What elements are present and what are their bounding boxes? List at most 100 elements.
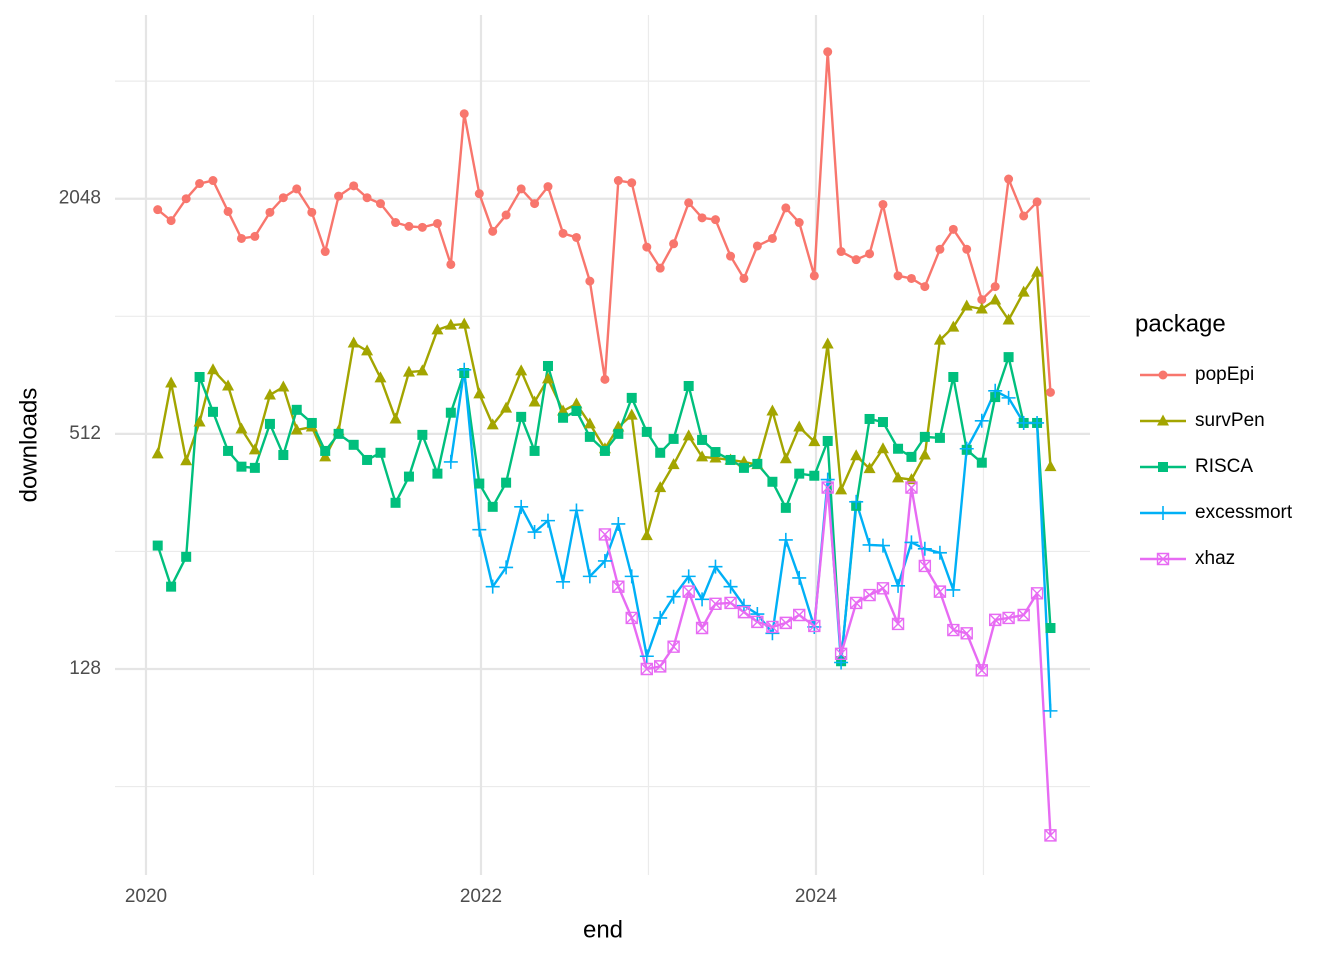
point: [752, 458, 763, 469]
point: [739, 273, 749, 283]
point: [850, 449, 863, 461]
point: [710, 447, 721, 458]
point: [639, 649, 654, 664]
point: [235, 422, 248, 434]
point: [417, 222, 427, 232]
point: [920, 282, 930, 292]
point: [793, 608, 806, 622]
point: [599, 445, 610, 456]
legend-label: RISCA: [1195, 456, 1253, 477]
point: [835, 483, 848, 495]
point: [583, 417, 596, 429]
point: [724, 596, 737, 610]
point: [851, 255, 861, 265]
point: [779, 616, 793, 630]
point: [1045, 387, 1055, 397]
point: [1030, 587, 1044, 600]
point: [1001, 390, 1016, 405]
point: [223, 445, 234, 456]
point: [977, 295, 987, 305]
point: [166, 216, 176, 226]
point: [988, 613, 1002, 627]
y-tick-label: 2048: [59, 188, 101, 209]
point: [1019, 211, 1029, 221]
point: [151, 447, 164, 459]
point: [153, 205, 163, 215]
point: [613, 428, 624, 439]
point: [165, 376, 178, 388]
point: [223, 206, 233, 216]
point: [374, 371, 387, 383]
point: [611, 516, 626, 531]
point: [514, 499, 529, 514]
point: [697, 213, 707, 223]
point: [307, 207, 317, 217]
point: [613, 176, 623, 186]
point: [891, 578, 906, 593]
point: [667, 458, 680, 470]
point: [696, 450, 709, 462]
point: [752, 241, 762, 251]
point: [600, 374, 610, 384]
point: [488, 226, 498, 236]
point: [947, 320, 960, 332]
point: [195, 179, 205, 189]
point: [1043, 703, 1058, 718]
point: [766, 404, 779, 416]
point: [529, 445, 540, 456]
point: [446, 259, 456, 269]
point: [540, 513, 555, 528]
point: [472, 522, 487, 537]
point: [654, 481, 667, 493]
point: [457, 362, 472, 377]
layer: 128 512 2048 2020 2022 2024: [59, 188, 838, 907]
point: [403, 471, 414, 482]
point: [793, 420, 806, 432]
point: [528, 395, 541, 407]
point: [725, 454, 736, 465]
point: [487, 501, 498, 512]
point: [641, 426, 652, 437]
point: [432, 218, 442, 228]
point: [431, 323, 444, 335]
point: [976, 457, 987, 468]
point: [263, 388, 276, 400]
point: [935, 244, 945, 254]
point: [1031, 265, 1044, 277]
point: [666, 589, 681, 604]
point: [459, 109, 469, 119]
point: [988, 383, 1003, 398]
y-tick-label: 512: [69, 423, 101, 444]
point: [402, 365, 415, 377]
point: [626, 392, 637, 403]
legend-key-marker: [1156, 506, 1170, 520]
point: [530, 199, 540, 209]
point: [558, 228, 568, 238]
x-tick-label: 2022: [460, 886, 502, 907]
point: [485, 579, 500, 594]
point: [809, 470, 820, 481]
point: [738, 462, 749, 473]
point: [892, 471, 905, 483]
point: [822, 435, 833, 446]
point: [960, 299, 973, 311]
point: [821, 481, 834, 494]
point: [417, 429, 428, 440]
point: [932, 545, 947, 560]
point: [794, 218, 804, 228]
point: [876, 582, 890, 595]
point: [933, 585, 947, 598]
point: [333, 428, 344, 439]
legend-key-marker: [1158, 462, 1168, 472]
point: [836, 247, 846, 257]
point: [669, 239, 679, 249]
point: [445, 407, 456, 418]
point: [1017, 285, 1030, 297]
point: [710, 215, 720, 225]
point: [584, 431, 595, 442]
point: [697, 434, 708, 445]
point: [781, 203, 791, 213]
point: [708, 559, 723, 574]
point: [1002, 611, 1015, 625]
